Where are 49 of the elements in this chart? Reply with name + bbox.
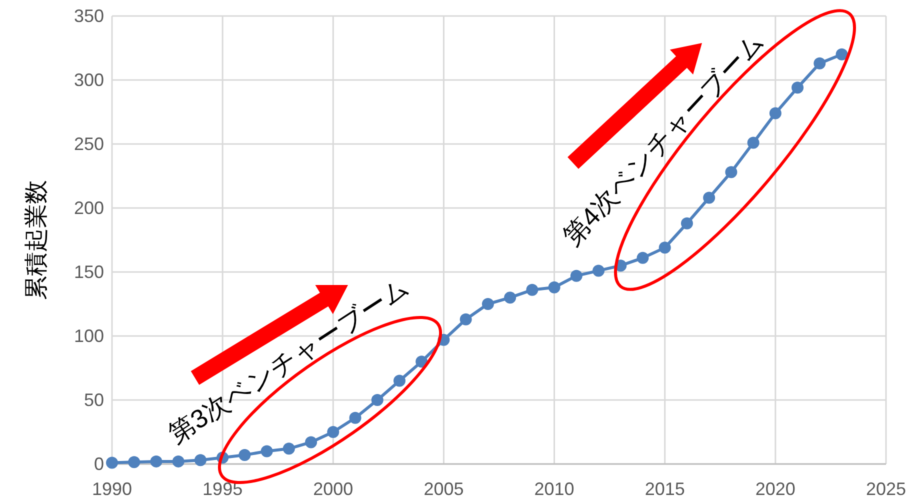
y-tick-label: 0 xyxy=(94,454,104,474)
point xyxy=(526,284,538,296)
point xyxy=(128,456,140,468)
point xyxy=(725,166,738,178)
point xyxy=(703,192,716,204)
point xyxy=(194,454,206,466)
point xyxy=(172,455,184,468)
x-tick-label: 2020 xyxy=(755,479,796,499)
point xyxy=(371,394,384,406)
y-tick-label: 100 xyxy=(74,326,104,346)
x-tick-label: 2010 xyxy=(534,479,574,499)
point xyxy=(327,426,340,438)
point xyxy=(680,217,693,230)
y-tick-label: 200 xyxy=(74,198,104,218)
y-tick-label: 350 xyxy=(74,6,104,26)
point xyxy=(747,136,760,149)
point xyxy=(282,442,295,455)
y-tick-label: 300 xyxy=(74,70,104,90)
x-tick-label: 2000 xyxy=(313,479,354,499)
point xyxy=(260,445,273,458)
x-tick-label: 1990 xyxy=(92,479,132,499)
point xyxy=(836,48,848,60)
point xyxy=(570,270,582,282)
point xyxy=(658,242,671,254)
point xyxy=(814,57,826,70)
point xyxy=(349,412,362,424)
y-axis-title: 累積起業数 xyxy=(23,180,50,300)
point xyxy=(416,356,428,368)
point xyxy=(238,449,251,462)
point xyxy=(460,313,472,326)
point xyxy=(769,107,782,120)
point xyxy=(482,298,494,310)
point xyxy=(792,82,804,94)
y-tick-label: 150 xyxy=(74,262,104,282)
point xyxy=(504,292,516,304)
point xyxy=(150,455,162,468)
y-tick-label: 250 xyxy=(74,134,104,154)
x-tick-label: 2025 xyxy=(866,479,906,499)
x-tick-label: 2005 xyxy=(424,479,464,499)
y-tick-label: 50 xyxy=(84,390,104,410)
point xyxy=(393,374,406,387)
point xyxy=(636,252,649,264)
point xyxy=(548,281,560,294)
point xyxy=(106,456,118,469)
point xyxy=(592,264,605,277)
annotation: 第3次ベンチャーブーム xyxy=(163,271,415,450)
annotation: 第4次ベンチャーブーム xyxy=(556,26,770,252)
point xyxy=(305,436,318,448)
x-tick-label: 2015 xyxy=(644,479,685,499)
